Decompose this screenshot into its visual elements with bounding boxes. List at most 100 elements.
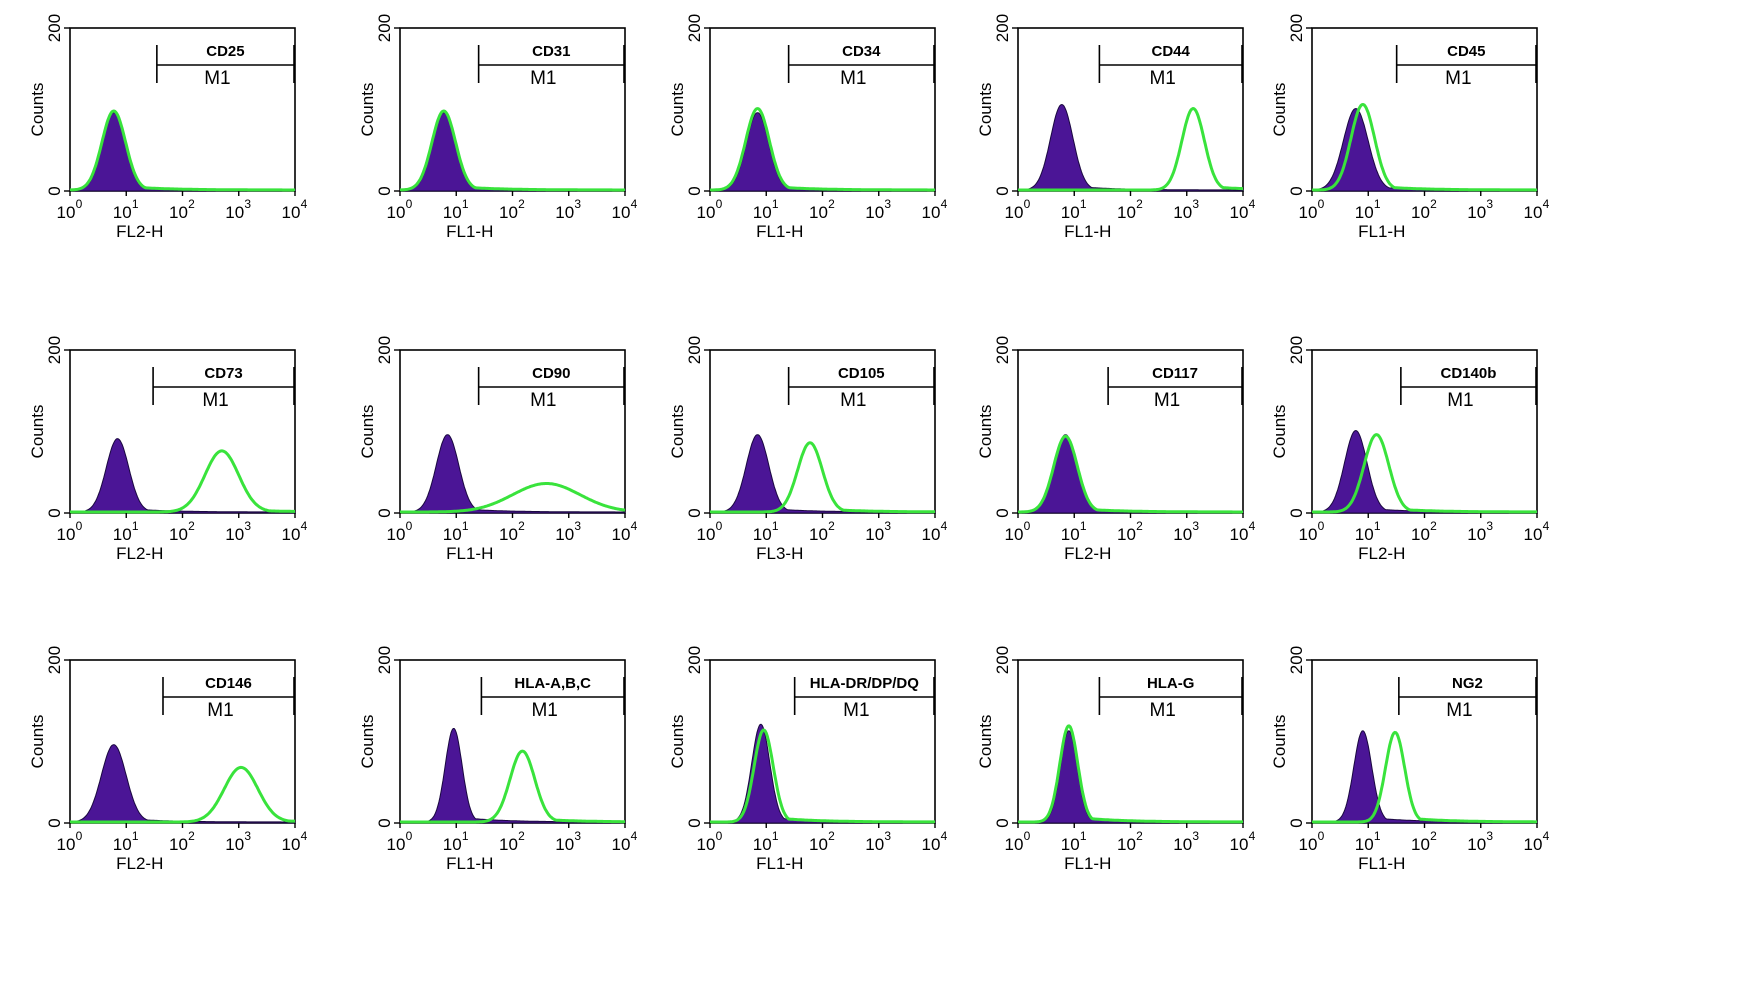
marker-label: CD44 xyxy=(1152,43,1191,60)
x-tick-exponent: 0 xyxy=(1024,197,1031,211)
y-tick-label: 0 xyxy=(375,818,394,827)
x-tick-label: 10 xyxy=(697,835,716,854)
x-tick-label: 10 xyxy=(922,525,941,544)
x-tick-exponent: 2 xyxy=(1136,829,1143,843)
x-tick-label: 10 xyxy=(1467,203,1486,222)
x-tick-exponent: 0 xyxy=(1318,197,1325,211)
x-axis-label: FL1-H xyxy=(756,222,803,241)
marker-label: HLA-DR/DP/DQ xyxy=(810,675,919,692)
x-axis-label: FL1-H xyxy=(446,544,493,563)
x-tick-exponent: 0 xyxy=(406,829,413,843)
x-tick-label: 10 xyxy=(555,835,574,854)
histogram-panel-cd31: CD31 M1 0 200 Counts 10 0 10 1 10 2 10 3 10 4 FL1-H xyxy=(358,14,690,318)
x-axis-label: FL3-H xyxy=(756,544,803,563)
histogram-panel-cd34: CD34 M1 0 200 Counts 10 0 10 1 10 2 10 3 10 4 FL1-H xyxy=(668,14,1000,318)
x-tick-label: 10 xyxy=(1299,525,1318,544)
x-tick-label: 10 xyxy=(387,203,406,222)
x-tick-exponent: 2 xyxy=(1136,519,1143,533)
x-tick-label: 10 xyxy=(169,525,188,544)
plot-frame xyxy=(1311,659,1538,824)
histogram-panel-cd44: CD44 M1 0 200 Counts 10 0 10 1 10 2 10 3 10 4 FL1-H xyxy=(976,14,1308,318)
y-axis-label: Counts xyxy=(668,715,687,769)
x-tick-exponent: 4 xyxy=(1249,519,1256,533)
x-tick-label: 10 xyxy=(1173,835,1192,854)
x-tick-label: 10 xyxy=(1005,525,1024,544)
x-tick-exponent: 3 xyxy=(1486,829,1493,843)
x-tick-exponent: 0 xyxy=(716,829,723,843)
x-tick-exponent: 1 xyxy=(1374,519,1381,533)
x-tick-exponent: 4 xyxy=(941,197,948,211)
x-tick-label: 10 xyxy=(1230,203,1249,222)
x-tick-exponent: 1 xyxy=(132,519,139,533)
y-tick-label: 0 xyxy=(685,186,704,195)
stained-histogram xyxy=(69,449,296,514)
gate-label: M1 xyxy=(840,390,866,411)
gate-label: M1 xyxy=(843,700,869,721)
control-histogram xyxy=(399,434,626,514)
x-tick-label: 10 xyxy=(225,835,244,854)
x-tick-label: 10 xyxy=(499,203,518,222)
x-tick-exponent: 1 xyxy=(772,829,779,843)
x-tick-exponent: 1 xyxy=(1374,197,1381,211)
x-tick-label: 10 xyxy=(499,835,518,854)
x-tick-label: 10 xyxy=(387,525,406,544)
histogram-panel-cd105: CD105 M1 0 200 Counts 10 0 10 1 10 2 10 3 10 4 FL3-H xyxy=(668,336,1000,640)
x-tick-label: 10 xyxy=(1411,525,1430,544)
x-tick-exponent: 2 xyxy=(518,197,525,211)
x-axis-label: FL1-H xyxy=(756,854,803,873)
x-tick-label: 10 xyxy=(113,835,132,854)
x-tick-exponent: 4 xyxy=(1249,829,1256,843)
x-tick-label: 10 xyxy=(225,525,244,544)
control-histogram xyxy=(1311,730,1538,824)
control-histogram xyxy=(1017,103,1244,192)
x-tick-exponent: 2 xyxy=(1430,197,1437,211)
histogram-panel-cd25: CD25 M1 0 200 Counts 10 0 10 1 10 2 10 3 10 4 FL2-H xyxy=(28,14,360,318)
x-tick-label: 10 xyxy=(1467,525,1486,544)
x-tick-exponent: 1 xyxy=(462,829,469,843)
x-tick-exponent: 0 xyxy=(716,519,723,533)
y-tick-label: 0 xyxy=(685,508,704,517)
histogram-panel-hla-a-b-c: HLA-A,B,C M1 0 200 Counts 10 0 10 1 10 2 10 3 10 4 FL1-… xyxy=(358,646,690,950)
x-tick-label: 10 xyxy=(865,835,884,854)
y-axis-label: Counts xyxy=(976,715,995,769)
stained-histogram xyxy=(69,109,296,192)
histogram-panel-cd73: CD73 M1 0 200 Counts 10 0 10 1 10 2 10 3 10 4 FL2-H xyxy=(28,336,360,640)
x-tick-exponent: 4 xyxy=(301,829,308,843)
x-tick-label: 10 xyxy=(922,835,941,854)
x-tick-exponent: 4 xyxy=(301,197,308,211)
histogram-panel-cd140b: CD140b M1 0 200 Counts 10 0 10 1 10 2 10 3 10 4 FL2-H xyxy=(1270,336,1602,640)
x-tick-label: 10 xyxy=(282,835,301,854)
x-tick-exponent: 4 xyxy=(1543,197,1550,211)
x-tick-exponent: 0 xyxy=(1024,519,1031,533)
y-tick-label: 200 xyxy=(45,336,64,364)
x-tick-label: 10 xyxy=(57,525,76,544)
x-tick-exponent: 4 xyxy=(631,829,638,843)
x-tick-label: 10 xyxy=(1355,835,1374,854)
x-tick-exponent: 3 xyxy=(1486,197,1493,211)
x-axis-label: FL2-H xyxy=(116,544,163,563)
y-tick-label: 200 xyxy=(375,14,394,42)
x-tick-exponent: 4 xyxy=(941,829,948,843)
x-tick-exponent: 0 xyxy=(76,829,83,843)
x-axis-label: FL1-H xyxy=(446,222,493,241)
x-tick-exponent: 3 xyxy=(244,197,251,211)
x-tick-label: 10 xyxy=(169,203,188,222)
x-tick-label: 10 xyxy=(225,203,244,222)
histogram-panel-cd90: CD90 M1 0 200 Counts 10 0 10 1 10 2 10 3 10 4 FL1-H xyxy=(358,336,690,640)
x-tick-label: 10 xyxy=(1467,835,1486,854)
y-axis-label: Counts xyxy=(668,405,687,459)
x-tick-exponent: 3 xyxy=(244,829,251,843)
x-tick-label: 10 xyxy=(697,525,716,544)
x-tick-exponent: 2 xyxy=(1430,829,1437,843)
x-tick-label: 10 xyxy=(753,203,772,222)
x-tick-exponent: 2 xyxy=(828,519,835,533)
x-tick-label: 10 xyxy=(1061,525,1080,544)
histogram-panel-cd146: CD146 M1 0 200 Counts 10 0 10 1 10 2 10 3 10 4 FL2-H xyxy=(28,646,360,950)
x-tick-exponent: 0 xyxy=(1024,829,1031,843)
y-tick-label: 200 xyxy=(1287,14,1306,42)
